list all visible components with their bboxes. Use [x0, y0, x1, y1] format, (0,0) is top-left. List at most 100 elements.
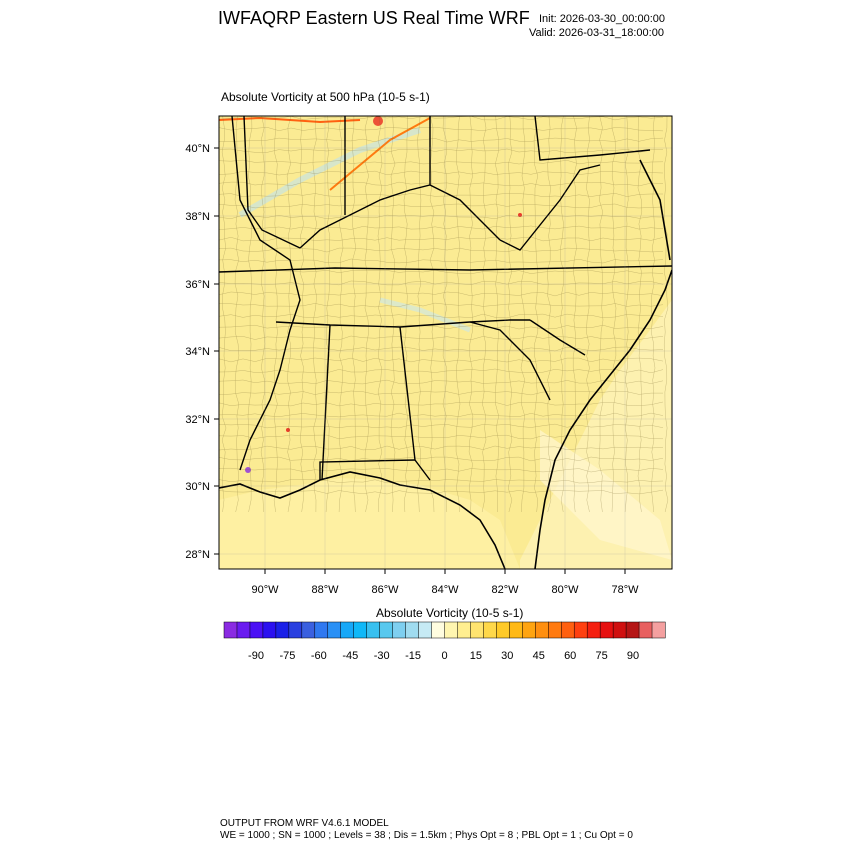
county-line — [325, 116, 330, 513]
model-info-line1: OUTPUT FROM WRF V4.6.1 MODEL — [220, 818, 389, 829]
state-boundaries — [219, 116, 672, 481]
county-line — [260, 116, 266, 513]
county-line — [429, 116, 435, 513]
county-line — [219, 390, 663, 396]
field-title: Absolute Vorticity at 500 hPa (10-5 s-1) — [221, 90, 430, 104]
colorbar-swatch — [340, 621, 355, 639]
county-line — [219, 479, 664, 484]
county-line — [338, 116, 344, 513]
colorbar-swatch — [405, 621, 420, 639]
county-line — [219, 368, 664, 373]
ga-sc-border — [469, 321, 551, 401]
colorbar-swatch — [262, 621, 277, 639]
colorbar-swatch — [223, 621, 238, 639]
colorbar-swatch — [301, 621, 316, 639]
coastline — [219, 159, 672, 569]
county-line — [219, 170, 664, 176]
county-line — [624, 116, 629, 513]
county-line — [219, 302, 664, 308]
fl-al-border — [319, 459, 416, 480]
colorbar-label: 45 — [533, 650, 545, 662]
county-line — [219, 193, 663, 197]
county-line — [219, 346, 664, 352]
county-line — [547, 116, 552, 513]
colorbar-swatch — [236, 621, 251, 639]
plot-title: IWFAQRP Eastern US Real Time WRF — [218, 8, 530, 28]
lon-tick-label: 86°W — [371, 584, 399, 596]
county-line — [219, 423, 664, 429]
colorbar-label: 30 — [501, 650, 513, 662]
colorbar — [223, 621, 666, 639]
lat-tick-label: 36°N — [185, 279, 210, 291]
colorbar-swatch — [444, 621, 459, 639]
lat-tick-label: 30°N — [185, 481, 210, 493]
colorbar-swatch — [288, 621, 303, 639]
county-line — [495, 116, 499, 513]
colorbar-swatch — [638, 621, 653, 639]
latitude-axis: 40°N 38°N 36°N 34°N 32°N 30°N 28°N — [185, 143, 219, 561]
colorbar-swatch — [353, 621, 368, 639]
county-line — [364, 116, 369, 513]
county-line — [219, 247, 664, 253]
lat-tick-label: 38°N — [185, 211, 210, 223]
vorticity-spot — [286, 428, 290, 432]
wv-va-border — [499, 164, 601, 251]
county-line — [390, 116, 396, 513]
colorbar-swatch — [275, 621, 290, 639]
colorbar-swatch — [470, 621, 484, 639]
county-line — [312, 116, 317, 513]
lon-tick-label: 82°W — [491, 584, 519, 596]
atlantic-pale-streak — [540, 430, 672, 560]
longitude-axis: 90°W 88°W 86°W 84°W 82°W 80°W 78°W — [251, 569, 639, 596]
colorbar-swatch — [379, 621, 394, 639]
county-line — [247, 116, 253, 513]
lon-tick-label: 78°W — [611, 584, 639, 596]
colorbar-label: 75 — [595, 650, 607, 662]
lat-tick-label: 40°N — [185, 143, 210, 155]
county-line — [219, 270, 664, 274]
county-line — [572, 116, 577, 513]
colorbar-label: -75 — [279, 650, 295, 662]
county-line — [219, 324, 664, 330]
lon-tick-label: 90°W — [251, 584, 279, 596]
county-line — [219, 225, 664, 230]
lat-tick-label: 28°N — [185, 549, 210, 561]
lat-tick-label: 34°N — [185, 346, 210, 358]
valid-time: Valid: 2026-03-31_18:00:00 — [529, 27, 664, 39]
colorbar-swatch — [496, 621, 510, 639]
county-line — [455, 116, 461, 513]
colorbar-swatch — [522, 621, 536, 639]
colorbar-label: 15 — [470, 650, 482, 662]
county-line — [219, 203, 664, 209]
gulf-region — [219, 478, 520, 569]
colorbar-swatch — [625, 621, 640, 639]
county-line — [219, 335, 664, 341]
colorbar-swatch — [586, 621, 601, 639]
vorticity-spot — [245, 467, 251, 473]
county-line — [219, 258, 664, 264]
sc-nc-border — [529, 319, 586, 356]
ms-al-ga-border-north — [275, 319, 530, 328]
colorbar-swatch — [314, 621, 329, 639]
county-line — [219, 159, 664, 165]
colorbar-label: 0 — [441, 650, 447, 662]
colorbar-swatch — [249, 621, 264, 639]
county-line — [664, 116, 669, 513]
county-line — [586, 116, 590, 513]
gulf-coast — [219, 471, 506, 569]
county-line — [219, 236, 664, 242]
lon-tick-label: 88°W — [311, 584, 339, 596]
colorbar-label: -15 — [405, 650, 421, 662]
county-line — [219, 148, 663, 153]
colorbar-swatch — [483, 621, 497, 639]
county-line — [219, 116, 664, 121]
colorbar-swatch — [599, 621, 614, 639]
colorbar-swatch — [560, 621, 575, 639]
county-line — [219, 434, 664, 440]
colorbar-swatch — [535, 621, 549, 639]
county-line — [651, 116, 656, 513]
colorbar-label: -30 — [374, 650, 390, 662]
colorbar-label: 90 — [627, 650, 639, 662]
vorticity-maximum — [373, 116, 383, 126]
